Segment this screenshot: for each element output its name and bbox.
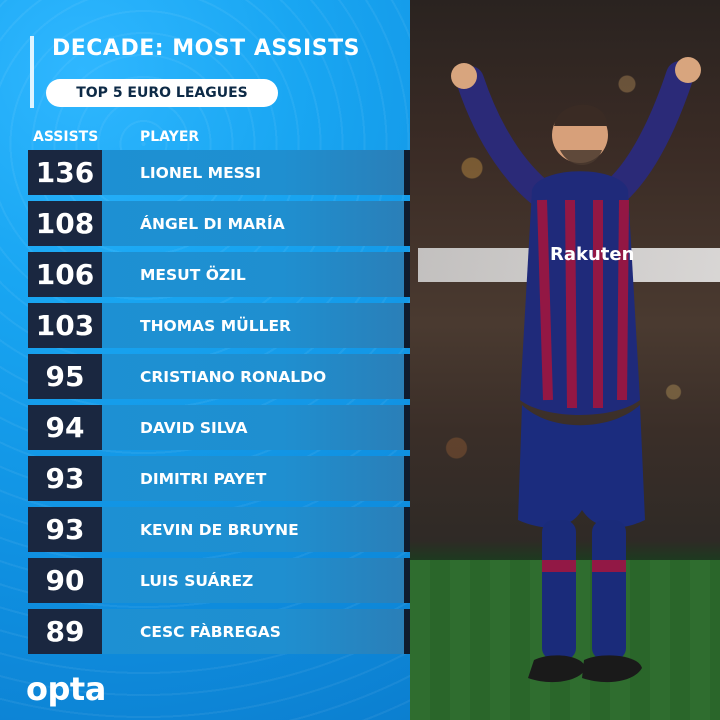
row-edge (404, 303, 410, 348)
player-cell: LIONEL MESSI (102, 150, 404, 195)
table-row: 90 LUIS SUÁREZ (28, 558, 410, 603)
player-name: LUIS SUÁREZ (140, 571, 254, 590)
opta-logo: opta (26, 670, 106, 708)
table-row: 94 DAVID SILVA (28, 405, 410, 450)
row-edge (404, 558, 410, 603)
player-name: MESUT ÖZIL (140, 265, 246, 284)
assists-value: 93 (28, 507, 102, 552)
table-row: 103 THOMAS MÜLLER (28, 303, 410, 348)
player-cell: CESC FÀBREGAS (102, 609, 404, 654)
assists-value: 108 (28, 201, 102, 246)
assists-value: 93 (28, 456, 102, 501)
title-accent-bar (30, 36, 34, 108)
table-row: 108 ÁNGEL DI MARÍA (28, 201, 410, 246)
assists-value: 106 (28, 252, 102, 297)
player-cell: KEVIN DE BRUYNE (102, 507, 404, 552)
graphic-subtitle: TOP 5 EURO LEAGUES (76, 85, 248, 101)
table-row: 93 DIMITRI PAYET (28, 456, 410, 501)
player-cell: DIMITRI PAYET (102, 456, 404, 501)
row-edge (404, 609, 410, 654)
player-silhouette-svg: Rakuten (451, 57, 701, 683)
player-name: LIONEL MESSI (140, 163, 262, 182)
stats-panel: DECADE: MOST ASSISTS TOP 5 EURO LEAGUES … (0, 0, 410, 720)
assists-value: 89 (28, 609, 102, 654)
player-cell: LUIS SUÁREZ (102, 558, 404, 603)
assists-value: 90 (28, 558, 102, 603)
player-name: THOMAS MÜLLER (140, 316, 291, 335)
player-name: DAVID SILVA (140, 418, 248, 437)
assists-value: 103 (28, 303, 102, 348)
graphic-subtitle-pill: TOP 5 EURO LEAGUES (46, 79, 278, 107)
row-edge (404, 507, 410, 552)
jersey-sponsor: Rakuten (550, 244, 634, 265)
row-edge (404, 252, 410, 297)
player-silhouette: Rakuten (430, 40, 710, 700)
assists-value: 94 (28, 405, 102, 450)
player-cell: DAVID SILVA (102, 405, 404, 450)
assists-value: 95 (28, 354, 102, 399)
row-edge (404, 354, 410, 399)
table-row: 95 CRISTIANO RONALDO (28, 354, 410, 399)
player-name: CRISTIANO RONALDO (140, 367, 327, 386)
assists-table: 136 LIONEL MESSI 108 ÁNGEL DI MARÍA 106 … (28, 150, 410, 660)
player-cell: CRISTIANO RONALDO (102, 354, 404, 399)
assists-value: 136 (28, 150, 102, 195)
row-edge (404, 405, 410, 450)
player-cell: MESUT ÖZIL (102, 252, 404, 297)
row-edge (404, 456, 410, 501)
player-name: ÁNGEL DI MARÍA (140, 214, 285, 233)
player-name: CESC FÀBREGAS (140, 622, 281, 641)
table-row: 106 MESUT ÖZIL (28, 252, 410, 297)
row-edge (404, 201, 410, 246)
player-name: DIMITRI PAYET (140, 469, 267, 488)
player-cell: ÁNGEL DI MARÍA (102, 201, 404, 246)
table-row: 136 LIONEL MESSI (28, 150, 410, 195)
graphic-title: DECADE: MOST ASSISTS (52, 36, 360, 61)
table-row: 89 CESC FÀBREGAS (28, 609, 410, 654)
column-header-player: PLAYER (140, 129, 200, 145)
player-cell: THOMAS MÜLLER (102, 303, 404, 348)
row-edge (404, 150, 410, 195)
column-header-assists: ASSISTS (33, 129, 99, 145)
player-name: KEVIN DE BRUYNE (140, 520, 299, 539)
table-row: 93 KEVIN DE BRUYNE (28, 507, 410, 552)
